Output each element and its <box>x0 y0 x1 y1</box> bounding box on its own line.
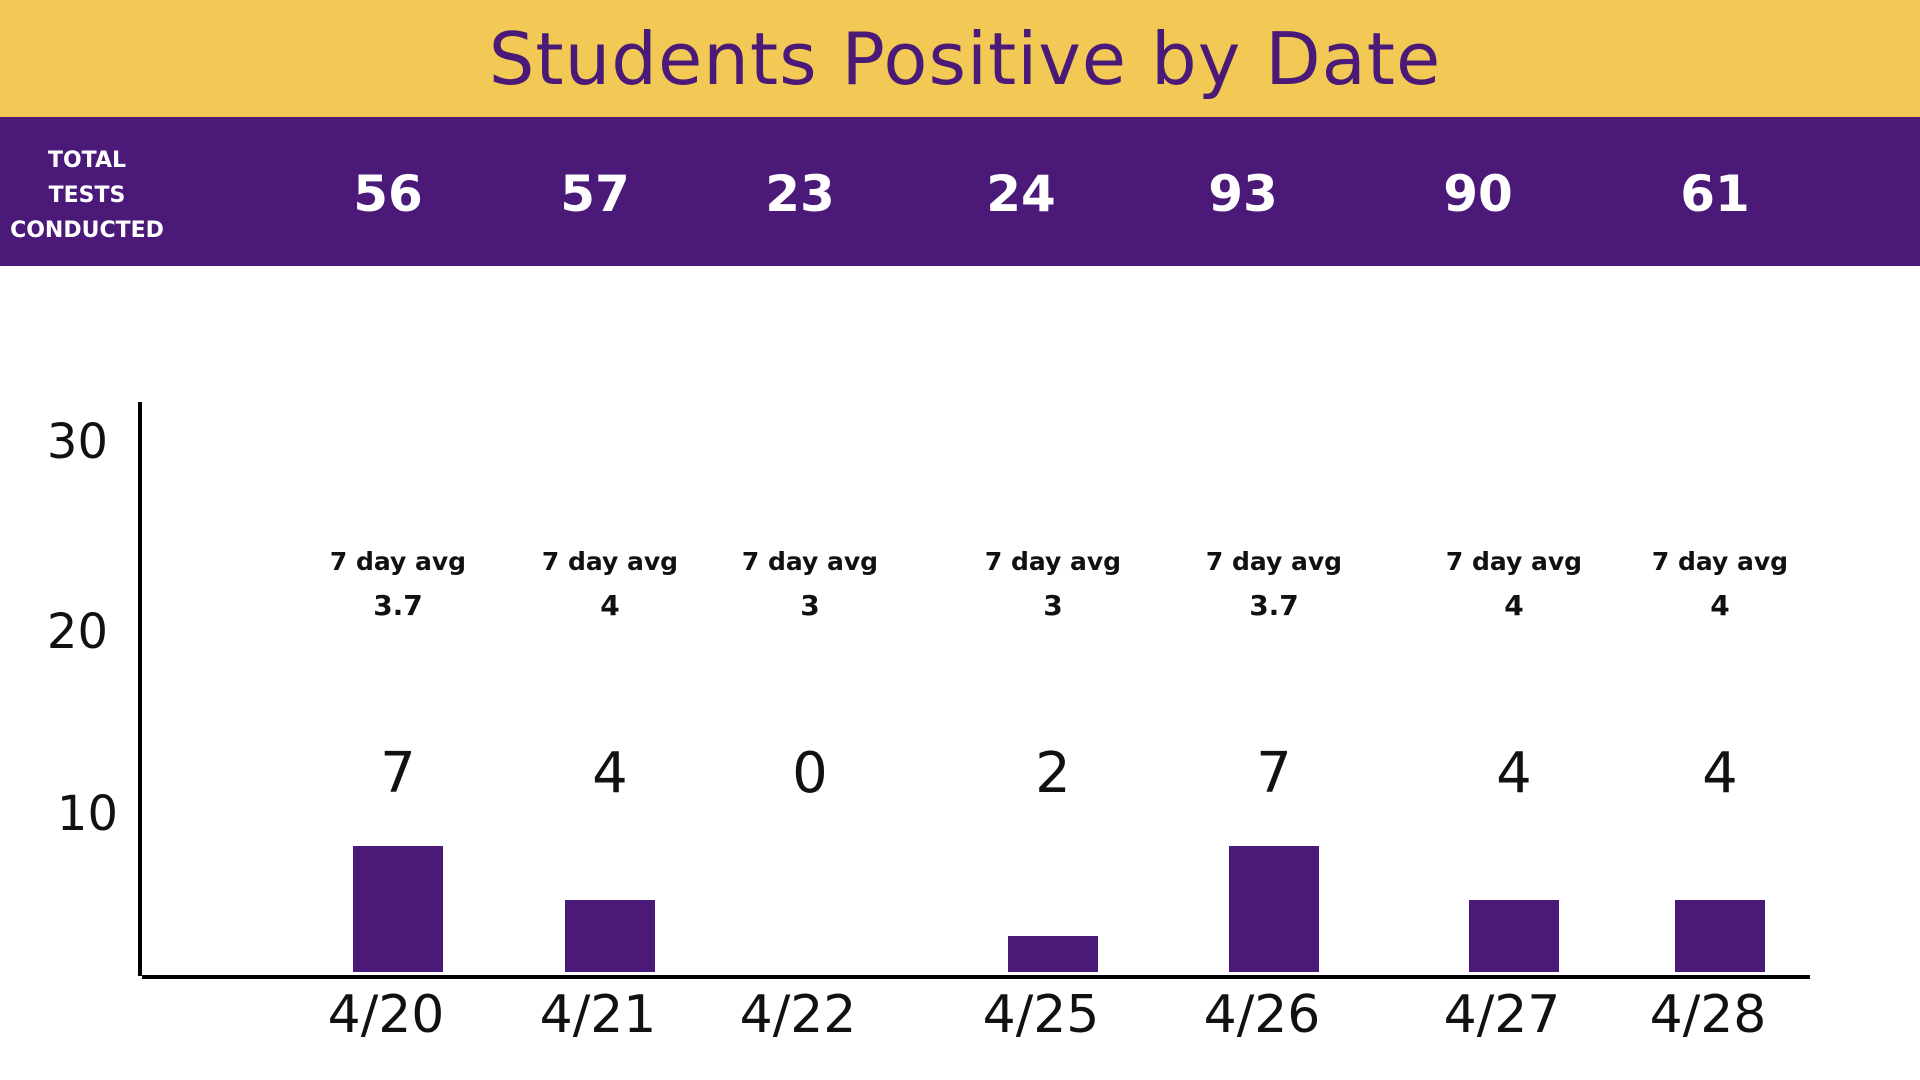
x-tick-label: 4/20 <box>328 985 445 1045</box>
bar-chart: 10 20 30 7 7 day avg 3.7 4/20 4 7 day avg 4 4/21 0 7… <box>47 402 1810 1045</box>
bar <box>1229 846 1319 972</box>
seven-day-avg-label: 7 day avg <box>985 547 1121 576</box>
bar-value-label: 7 <box>1256 741 1292 806</box>
bar-value-label: 7 <box>380 741 416 806</box>
total-tests-label: TOTAL TESTS CONDUCTED <box>0 143 174 248</box>
bar-value-label: 2 <box>1035 741 1071 806</box>
x-tick-label: 4/28 <box>1650 985 1767 1045</box>
bar <box>1469 900 1559 972</box>
seven-day-avg-value: 4 <box>1504 589 1523 622</box>
title-bar: Students Positive by Date <box>0 0 1920 117</box>
x-tick-label: 4/25 <box>983 985 1100 1045</box>
bar <box>565 900 655 972</box>
total-tests-value: 57 <box>560 165 630 223</box>
x-tick-label: 4/21 <box>540 985 657 1045</box>
seven-day-avg-label: 7 day avg <box>1446 547 1582 576</box>
total-tests-label-line: CONDUCTED <box>10 218 164 243</box>
seven-day-avg-label: 7 day avg <box>542 547 678 576</box>
seven-day-avg-label: 7 day avg <box>330 547 466 576</box>
x-tick-label: 4/26 <box>1204 985 1321 1045</box>
total-tests-label-line: TOTAL <box>47 148 127 173</box>
seven-day-avg-value: 3 <box>1043 589 1062 622</box>
y-tick-label: 10 <box>57 786 118 842</box>
seven-day-avg-value: 3.7 <box>1249 589 1299 622</box>
bar-value-label: 4 <box>1702 741 1738 806</box>
y-tick-label: 30 <box>47 414 108 470</box>
seven-day-avg-value: 4 <box>600 589 619 622</box>
chart-title: Students Positive by Date <box>488 16 1442 101</box>
total-tests-label-line: TESTS <box>48 183 126 208</box>
total-tests-value: 56 <box>353 165 423 223</box>
seven-day-avg-label: 7 day avg <box>742 547 878 576</box>
seven-day-avg-value: 4 <box>1710 589 1729 622</box>
bar <box>1008 936 1098 972</box>
x-tick-label: 4/22 <box>740 985 857 1045</box>
bar-value-label: 0 <box>792 741 828 806</box>
seven-day-avg-label: 7 day avg <box>1206 547 1342 576</box>
total-tests-value: 61 <box>1680 165 1750 223</box>
y-tick-label: 20 <box>47 604 108 660</box>
total-tests-value: 24 <box>986 165 1056 223</box>
bar <box>353 846 443 972</box>
bar-value-label: 4 <box>1496 741 1532 806</box>
total-tests-value: 90 <box>1443 165 1513 223</box>
seven-day-avg-value: 3 <box>800 589 819 622</box>
seven-day-avg-value: 3.7 <box>373 589 423 622</box>
x-tick-label: 4/27 <box>1444 985 1561 1045</box>
bar <box>1675 900 1765 972</box>
bar-value-label: 4 <box>592 741 628 806</box>
total-tests-band: TOTAL TESTS CONDUCTED 56 57 23 24 93 90 61 <box>0 117 1920 266</box>
seven-day-avg-label: 7 day avg <box>1652 547 1788 576</box>
total-tests-value: 23 <box>765 165 835 223</box>
total-tests-value: 93 <box>1208 165 1278 223</box>
